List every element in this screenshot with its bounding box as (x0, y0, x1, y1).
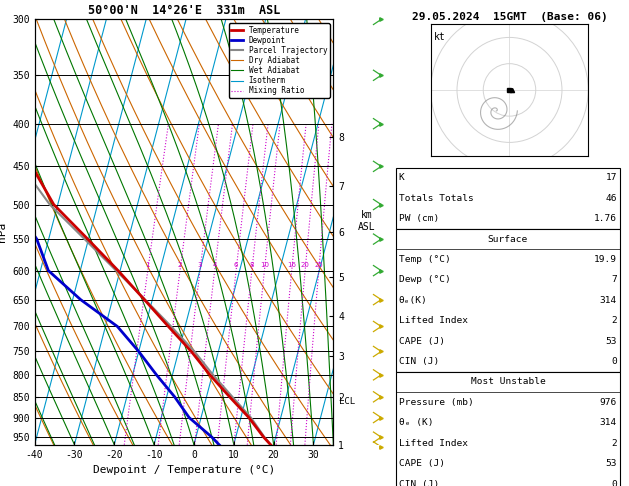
Text: 1: 1 (145, 261, 150, 268)
Text: Totals Totals: Totals Totals (399, 194, 474, 203)
Text: © weatheronline.co.uk: © weatheronline.co.uk (452, 469, 564, 479)
Text: 10: 10 (260, 261, 269, 268)
Text: 4: 4 (213, 261, 217, 268)
Text: Surface: Surface (488, 235, 528, 243)
Text: 1.76: 1.76 (594, 214, 617, 223)
Text: CIN (J): CIN (J) (399, 480, 439, 486)
Text: 7: 7 (611, 276, 617, 284)
Text: kt: kt (433, 32, 445, 42)
Text: 8: 8 (250, 261, 254, 268)
Text: 2: 2 (611, 316, 617, 325)
Text: LCL: LCL (339, 397, 355, 406)
Text: CAPE (J): CAPE (J) (399, 337, 445, 346)
Text: PW (cm): PW (cm) (399, 214, 439, 223)
Title: 50°00'N  14°26'E  331m  ASL: 50°00'N 14°26'E 331m ASL (88, 4, 280, 17)
Text: Pressure (mb): Pressure (mb) (399, 398, 474, 407)
Text: 2: 2 (178, 261, 182, 268)
Text: 314: 314 (600, 418, 617, 427)
Text: Lifted Index: Lifted Index (399, 316, 468, 325)
Text: Most Unstable: Most Unstable (470, 378, 545, 386)
Text: 6: 6 (234, 261, 238, 268)
Text: CAPE (J): CAPE (J) (399, 459, 445, 468)
Text: 53: 53 (606, 459, 617, 468)
Text: 16: 16 (287, 261, 296, 268)
Text: 29.05.2024  15GMT  (Base: 06): 29.05.2024 15GMT (Base: 06) (411, 12, 608, 22)
Text: Temp (°C): Temp (°C) (399, 255, 450, 264)
Legend: Temperature, Dewpoint, Parcel Trajectory, Dry Adiabat, Wet Adiabat, Isotherm, Mi: Temperature, Dewpoint, Parcel Trajectory… (229, 23, 330, 98)
Text: θₑ (K): θₑ (K) (399, 418, 433, 427)
Text: 0: 0 (611, 357, 617, 366)
X-axis label: Dewpoint / Temperature (°C): Dewpoint / Temperature (°C) (93, 465, 275, 475)
Text: 19.9: 19.9 (594, 255, 617, 264)
Text: 2: 2 (611, 439, 617, 448)
Text: 314: 314 (600, 296, 617, 305)
Y-axis label: hPa: hPa (0, 222, 6, 242)
Text: 976: 976 (600, 398, 617, 407)
Text: 53: 53 (606, 337, 617, 346)
Text: CIN (J): CIN (J) (399, 357, 439, 366)
Text: 25: 25 (314, 261, 323, 268)
Text: 0: 0 (611, 480, 617, 486)
Text: 17: 17 (606, 174, 617, 182)
Text: Lifted Index: Lifted Index (399, 439, 468, 448)
Text: 46: 46 (606, 194, 617, 203)
Text: 3: 3 (198, 261, 203, 268)
Text: θₑ(K): θₑ(K) (399, 296, 428, 305)
Text: Dewp (°C): Dewp (°C) (399, 276, 450, 284)
Text: K: K (399, 174, 404, 182)
Text: 20: 20 (301, 261, 309, 268)
Y-axis label: km
ASL: km ASL (357, 210, 375, 232)
